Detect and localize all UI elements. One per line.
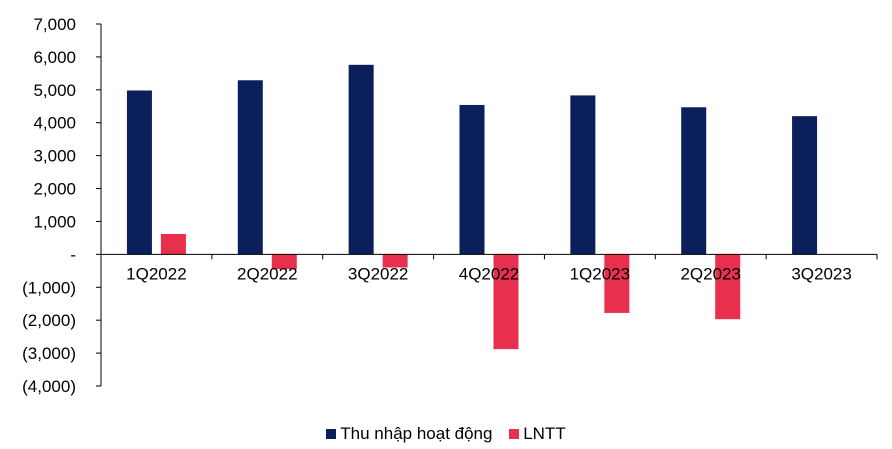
y-tick-label: (3,000) [22,344,76,363]
y-tick-label: 5,000 [33,81,76,100]
x-tick-label: 1Q2023 [570,264,631,283]
y-tick-label: 2,000 [33,180,76,199]
y-tick-label: (1,000) [22,278,76,297]
legend-swatch-series-1 [326,429,337,439]
y-tick-label: 3,000 [33,147,76,166]
bar-series-1 [570,95,596,255]
y-tick-label: 1,000 [33,212,76,231]
y-tick-label: 7,000 [33,15,76,34]
y-tick-label: 4,000 [33,114,76,133]
legend-label-series-2: LNTT [523,424,566,443]
bar-series-1 [126,90,152,255]
legend-item-series-1: Thu nhập hoạt động [326,424,492,444]
y-tick-label: (4,000) [22,377,76,396]
bar-series-2 [715,254,741,320]
x-tick-label: 3Q2022 [348,264,409,283]
legend-item-series-2: LNTT [509,424,566,444]
y-tick-label: (2,000) [22,311,76,330]
y-tick-label: - [70,245,76,264]
legend-label-series-1: Thu nhập hoạt động [340,424,493,443]
bar-series-1 [348,64,374,255]
legend-swatch-series-2 [509,429,520,439]
bar-series-2 [382,254,408,268]
y-tick-label: 6,000 [33,48,76,67]
bar-series-1 [792,116,818,255]
x-tick-label: 2Q2022 [237,264,298,283]
bars [126,64,818,350]
bar-series-2 [493,254,519,350]
y-axis: 7,000 6,000 5,000 4,000 3,000 2,000 1,000 - (1,0… [22,15,102,396]
x-tick-label: 3Q2023 [791,264,852,283]
x-tick-label: 1Q2022 [126,264,187,283]
legend: Thu nhập hoạt động LNTT [0,424,892,444]
bar-series-2 [160,233,186,255]
bar-series-1 [681,107,707,255]
bar-series-2 [271,254,297,270]
x-tick-label: 4Q2022 [459,264,520,283]
x-axis: 1Q2022 2Q2022 3Q2022 4Q2022 1Q2023 2Q2023 3Q20… [100,253,878,283]
bar-series-2 [604,254,630,313]
bar-series-1 [459,104,485,255]
bar-series-1 [237,80,263,255]
x-tick-label: 2Q2023 [680,264,741,283]
